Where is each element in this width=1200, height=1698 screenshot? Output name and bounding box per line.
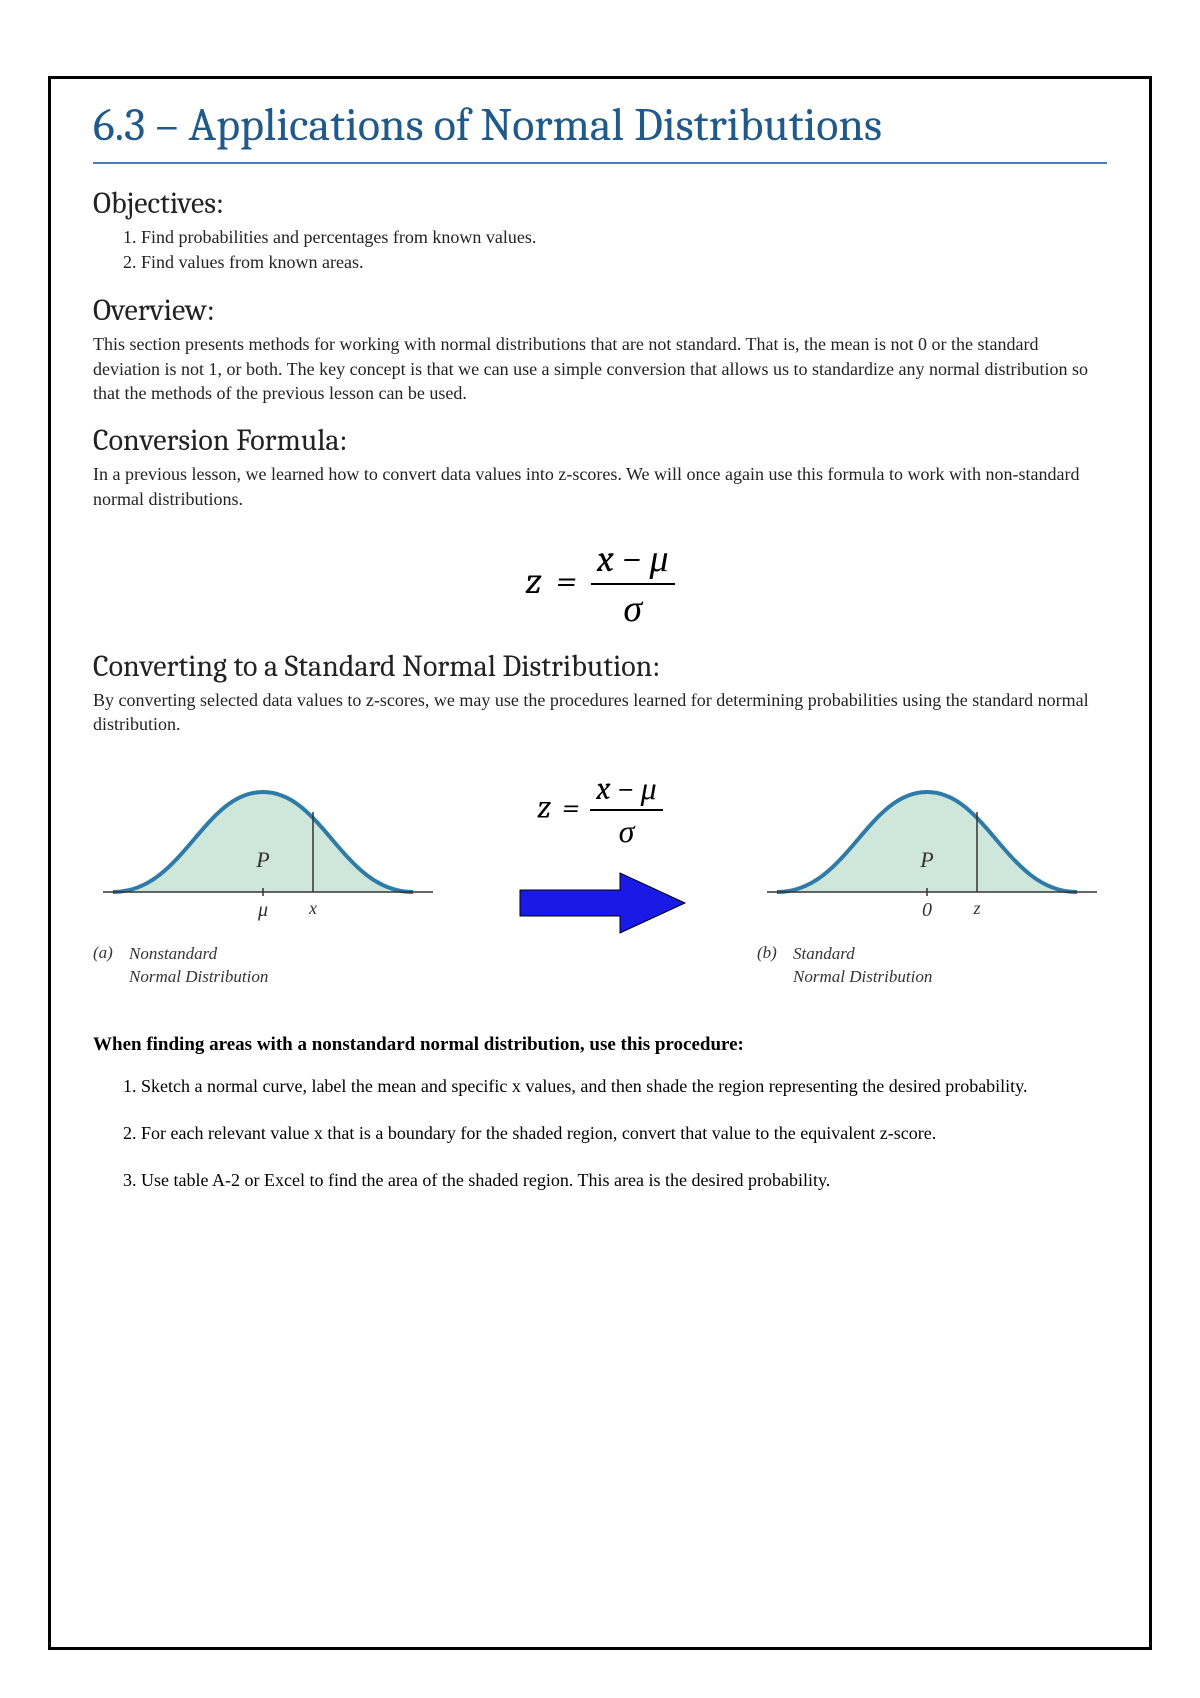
nonstandard-curve-panel: P μ x (a) NonstandardNormal Distribution: [93, 762, 443, 987]
formula-numerator: x − μ: [591, 537, 675, 585]
diagram-formula-lhs: z: [537, 789, 551, 826]
diagram-formula-num: x − μ: [590, 770, 662, 811]
distribution-diagram: P μ x (a) NonstandardNormal Distribution…: [93, 762, 1107, 987]
page: 6.3 – Applications of Normal Distributio…: [0, 0, 1200, 1698]
formula-fraction: x − μ σ: [591, 537, 675, 631]
objectives-heading: Objectives:: [93, 186, 1107, 221]
left-caption-tag: (a): [93, 943, 129, 963]
prob-label-left: P: [255, 847, 269, 872]
overview-heading: Overview:: [93, 293, 1107, 328]
procedure-list: Sketch a normal curve, label the mean an…: [141, 1074, 1107, 1194]
content-frame: 6.3 – Applications of Normal Distributio…: [48, 76, 1152, 1650]
diagram-formula-eq: =: [562, 789, 579, 826]
conversion-heading: Conversion Formula:: [93, 423, 1107, 458]
prob-label-right: P: [919, 847, 933, 872]
procedure-step: For each relevant value x that is a boun…: [141, 1121, 1107, 1146]
left-caption-text: NonstandardNormal Distribution: [129, 943, 268, 987]
procedure-step: Sketch a normal curve, label the mean an…: [141, 1074, 1107, 1099]
axis-zero-label: 0: [922, 899, 932, 921]
objective-item: Find values from known areas.: [141, 250, 1107, 275]
formula-denominator: σ: [591, 585, 675, 631]
overview-text: This section presents methods for workin…: [93, 332, 1107, 405]
right-caption-text: StandardNormal Distribution: [793, 943, 932, 987]
left-caption-row: (a) NonstandardNormal Distribution: [93, 943, 443, 987]
arrow-icon: [510, 868, 690, 938]
converting-text: By converting selected data values to z-…: [93, 688, 1107, 737]
title-underline: [93, 162, 1107, 164]
axis-x-label: x: [308, 898, 317, 918]
axis-z-label: z: [972, 898, 980, 918]
objectives-list: Find probabilities and percentages from …: [141, 225, 1107, 275]
standard-curve: P 0 z: [757, 762, 1107, 932]
page-title: 6.3 – Applications of Normal Distributio…: [93, 99, 1107, 156]
objective-item: Find probabilities and percentages from …: [141, 225, 1107, 250]
converting-heading: Converting to a Standard Normal Distribu…: [93, 649, 1107, 684]
axis-mu-label: μ: [257, 899, 268, 921]
diagram-formula: z = x − μ σ: [460, 770, 740, 850]
formula-eq: =: [556, 559, 576, 603]
diagram-formula-frac: x − μ σ: [590, 770, 662, 850]
diagram-center: z = x − μ σ: [460, 762, 740, 938]
procedure-step: Use table A-2 or Excel to find the area …: [141, 1168, 1107, 1193]
z-formula: z = x − μ σ: [93, 537, 1107, 631]
right-caption-row: (b) StandardNormal Distribution: [757, 943, 1107, 987]
right-caption-tag: (b): [757, 943, 793, 963]
nonstandard-curve: P μ x: [93, 762, 443, 932]
formula-lhs: z: [525, 559, 541, 603]
conversion-text: In a previous lesson, we learned how to …: [93, 462, 1107, 511]
procedure-lead: When finding areas with a nonstandard no…: [93, 1034, 1107, 1056]
diagram-formula-den: σ: [590, 811, 662, 850]
standard-curve-panel: P 0 z (b) StandardNormal Distribution: [757, 762, 1107, 987]
